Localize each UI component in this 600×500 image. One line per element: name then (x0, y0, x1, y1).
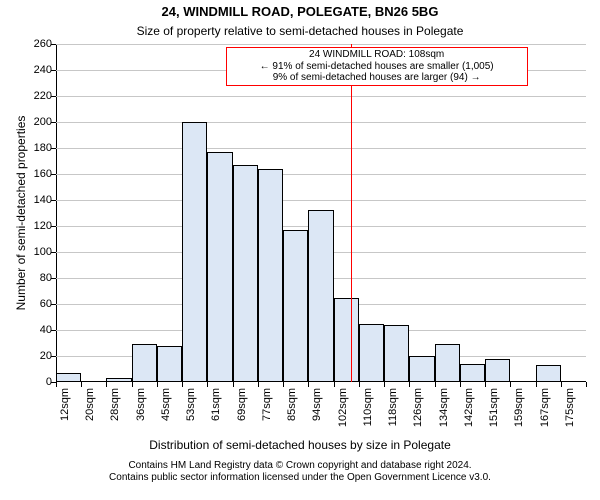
xtick-mark (510, 382, 511, 387)
xtick-mark (435, 382, 436, 387)
histogram-bar (409, 356, 434, 382)
footer-line-1: Contains HM Land Registry data © Crown c… (0, 460, 600, 472)
xtick-label: 77sqm (261, 388, 273, 421)
xtick-mark (258, 382, 259, 387)
xtick-mark (182, 382, 183, 387)
annotation-line: ← 91% of semi-detached houses are smalle… (229, 61, 525, 73)
xtick-mark (460, 382, 461, 387)
xtick-mark (106, 382, 107, 387)
gridline-h (56, 148, 586, 149)
histogram-bar (233, 165, 258, 382)
ytick-label: 200 (34, 116, 56, 128)
histogram-bar (308, 210, 333, 382)
xtick-mark (308, 382, 309, 387)
histogram-bar (182, 122, 207, 382)
footer-line-2: Contains public sector information licen… (0, 472, 600, 484)
xtick-mark (561, 382, 562, 387)
ytick-label: 80 (40, 272, 56, 284)
xtick-label: 167sqm (539, 388, 551, 427)
histogram-bar (485, 359, 510, 382)
xtick-label: 151sqm (488, 388, 500, 427)
chart-title-sub: Size of property relative to semi-detach… (0, 24, 600, 38)
histogram-bar (106, 378, 131, 382)
annotation-line: 9% of semi-detached houses are larger (9… (229, 72, 525, 84)
xtick-label: 134sqm (438, 388, 450, 427)
xtick-mark (157, 382, 158, 387)
histogram-bar (258, 169, 283, 382)
ytick-label: 100 (34, 246, 56, 258)
annotation-line: 24 WINDMILL ROAD: 108sqm (229, 49, 525, 61)
xtick-label: 159sqm (513, 388, 525, 427)
x-axis-label: Distribution of semi-detached houses by … (0, 438, 600, 452)
ytick-label: 180 (34, 142, 56, 154)
xtick-mark (56, 382, 57, 387)
ytick-label: 120 (34, 220, 56, 232)
y-axis-label: Number of semi-detached properties (14, 116, 28, 311)
histogram-bar (157, 346, 182, 382)
xtick-mark (485, 382, 486, 387)
xtick-mark (384, 382, 385, 387)
xtick-label: 45sqm (160, 388, 172, 421)
xtick-mark (233, 382, 234, 387)
histogram-bar (384, 325, 409, 382)
xtick-label: 85sqm (286, 388, 298, 421)
xtick-label: 102sqm (337, 388, 349, 427)
xtick-label: 175sqm (564, 388, 576, 427)
histogram-bar (460, 364, 485, 382)
gridline-h (56, 122, 586, 123)
histogram-bar (132, 344, 157, 382)
histogram-bar (56, 373, 81, 382)
xtick-label: 126sqm (412, 388, 424, 427)
plot-area: 02040608010012014016018020022024026012sq… (56, 44, 586, 382)
annotation-box: 24 WINDMILL ROAD: 108sqm← 91% of semi-de… (226, 47, 528, 86)
xtick-mark (359, 382, 360, 387)
xtick-mark (283, 382, 284, 387)
xtick-label: 20sqm (84, 388, 96, 421)
gridline-h (56, 174, 586, 175)
histogram-bar (283, 230, 308, 382)
xtick-mark (536, 382, 537, 387)
histogram-bar (207, 152, 232, 382)
ytick-label: 160 (34, 168, 56, 180)
xtick-label: 69sqm (236, 388, 248, 421)
histogram-bar (536, 365, 561, 382)
xtick-label: 118sqm (387, 388, 399, 426)
histogram-bar (334, 298, 359, 383)
gridline-h (56, 44, 586, 45)
xtick-mark (409, 382, 410, 387)
chart-title-main: 24, WINDMILL ROAD, POLEGATE, BN26 5BG (0, 4, 600, 19)
xtick-label: 12sqm (59, 388, 71, 421)
xtick-label: 110sqm (362, 388, 374, 426)
gridline-h (56, 200, 586, 201)
ytick-label: 20 (40, 350, 56, 362)
xtick-label: 61sqm (210, 388, 222, 421)
ytick-label: 0 (46, 376, 56, 388)
xtick-label: 142sqm (463, 388, 475, 427)
xtick-mark (334, 382, 335, 387)
xtick-label: 28sqm (109, 388, 121, 421)
histogram-bar (435, 344, 460, 382)
xtick-label: 36sqm (135, 388, 147, 421)
ytick-label: 40 (40, 324, 56, 336)
ytick-label: 60 (40, 298, 56, 310)
histogram-bar (359, 324, 384, 383)
xtick-label: 94sqm (311, 388, 323, 421)
footer: Contains HM Land Registry data © Crown c… (0, 460, 600, 484)
ytick-label: 260 (34, 38, 56, 50)
gridline-h (56, 96, 586, 97)
xtick-mark (586, 382, 587, 387)
ytick-label: 220 (34, 90, 56, 102)
ytick-label: 240 (34, 64, 56, 76)
ytick-label: 140 (34, 194, 56, 206)
xtick-mark (132, 382, 133, 387)
reference-line (351, 44, 352, 382)
xtick-mark (207, 382, 208, 387)
xtick-label: 53sqm (185, 388, 197, 421)
xtick-mark (81, 382, 82, 387)
